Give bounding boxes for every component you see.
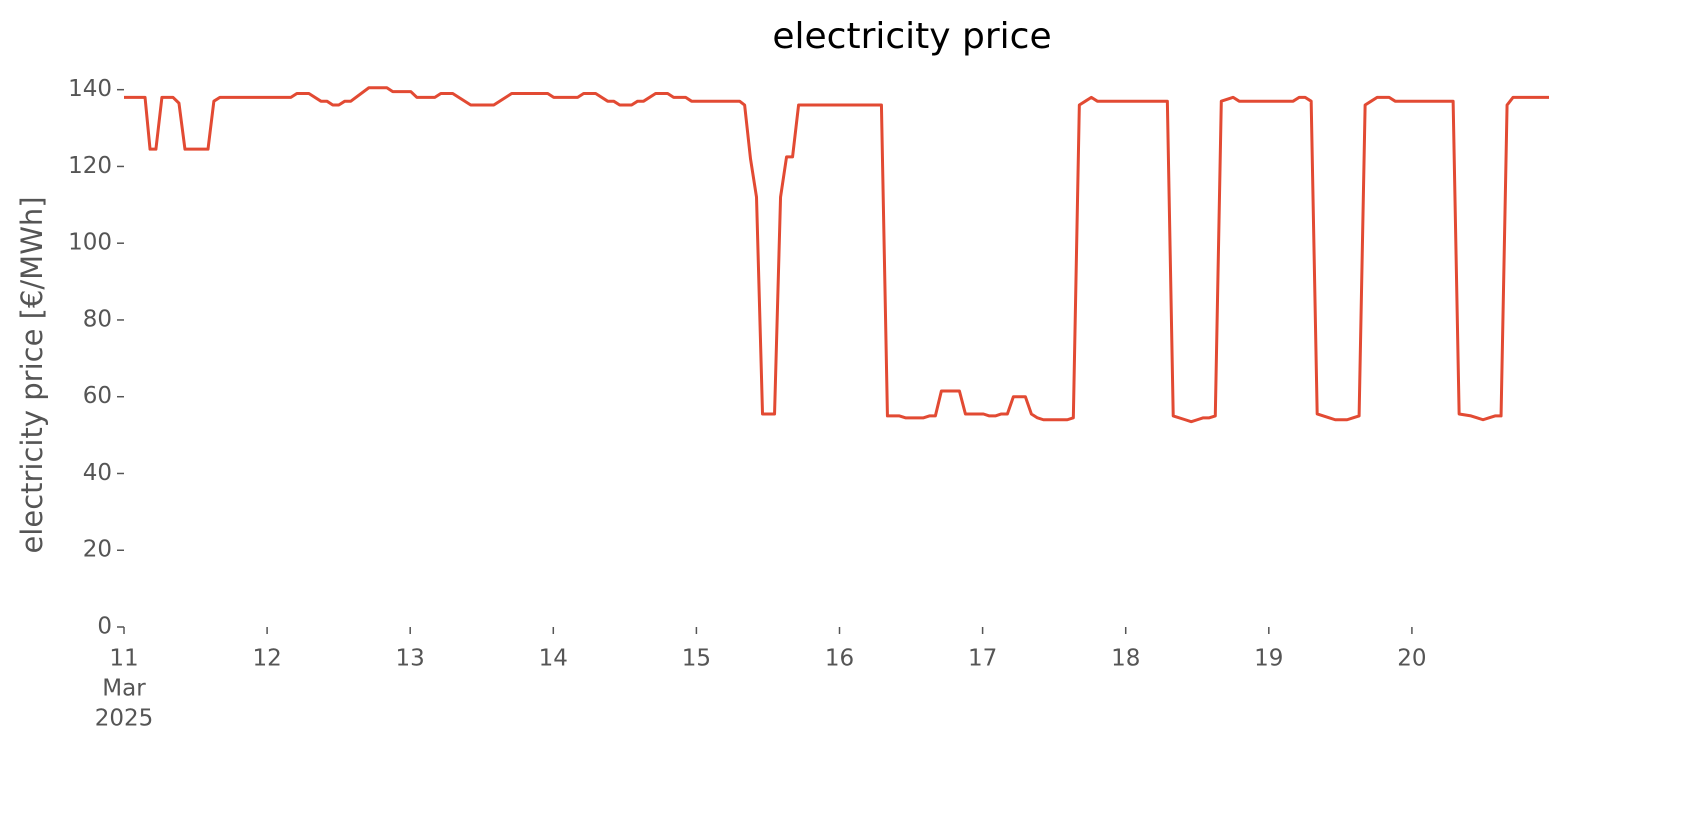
y-tick-label: 0 [97, 614, 112, 640]
y-axis-label: electricity price [€/MWh] [15, 196, 49, 553]
y-tick-label: 80 [83, 306, 112, 332]
x-tick-label: 18 [1111, 646, 1140, 672]
x-tick-label: 19 [1254, 646, 1283, 672]
y-tick-label: 20 [83, 537, 112, 563]
x-tick-label: 20 [1397, 646, 1426, 672]
y-tick-label: 140 [68, 76, 112, 102]
y-tick-label: 120 [68, 153, 112, 179]
x-tick-label: 11 [109, 646, 138, 672]
x-tick-label: 14 [539, 646, 568, 672]
chart-title: electricity price [772, 16, 1051, 57]
x-tick-label: 17 [968, 646, 997, 672]
y-tick-label: 60 [83, 383, 112, 409]
x-tick-sublabel: 2025 [95, 706, 154, 732]
y-tick-label: 100 [68, 230, 112, 256]
price-line [124, 86, 1549, 424]
x-tick-label: 16 [825, 646, 854, 672]
x-tick-label: 12 [252, 646, 281, 672]
x-tick-sublabel: Mar [102, 676, 146, 702]
x-tick-label: 15 [682, 646, 711, 672]
x-tick-label: 13 [396, 646, 425, 672]
y-tick-label: 40 [83, 460, 112, 486]
